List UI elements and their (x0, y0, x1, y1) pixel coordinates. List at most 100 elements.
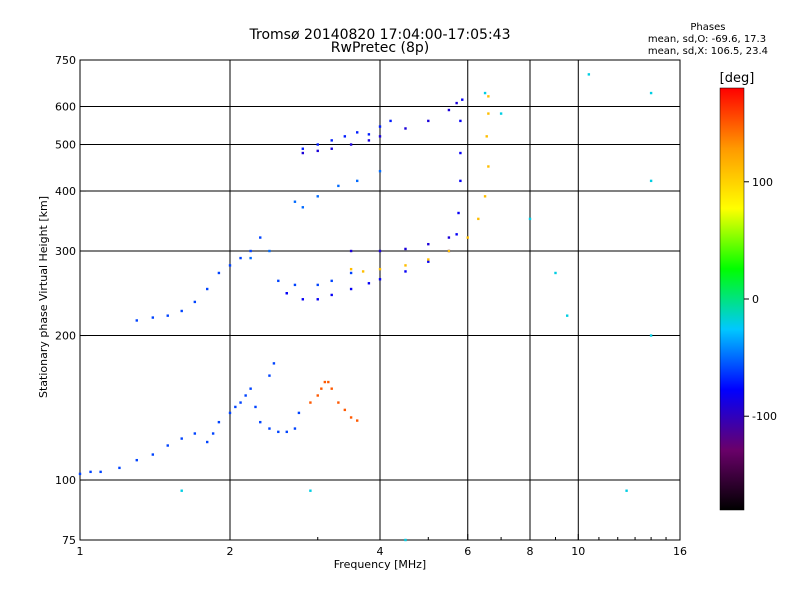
data-point (99, 470, 102, 474)
series-6 (301, 101, 458, 155)
colorbar-tick-label: -100 (752, 410, 777, 423)
data-point (625, 489, 628, 492)
data-point (316, 298, 319, 301)
data-point (166, 444, 169, 447)
data-point (166, 314, 169, 317)
data-point (239, 401, 242, 404)
data-point (301, 206, 305, 209)
axes: 1 2 4 6 8 10 16 75 100 200 300 400 500 600 750 (55, 54, 687, 558)
data-point (447, 236, 451, 239)
data-point (649, 334, 653, 337)
data-point (180, 309, 183, 313)
data-point (554, 271, 557, 275)
data-point (367, 133, 371, 136)
data-point (268, 374, 271, 377)
y-tick-label: 500 (55, 139, 76, 152)
data-point (316, 149, 319, 153)
data-point (244, 394, 247, 397)
colorbar-tick-label: 100 (752, 176, 773, 189)
data-point (205, 440, 209, 444)
phase-header: Phases (690, 22, 726, 33)
phase-stats: Phases mean, sd,O: -69.6, 17.3 mean, sd,… (648, 22, 768, 58)
data-point (355, 131, 359, 134)
x-tick-label: 6 (464, 545, 471, 558)
data-point (343, 135, 347, 138)
data-point (565, 314, 569, 317)
data-point (330, 139, 333, 142)
data-point (330, 147, 333, 150)
data-point (330, 279, 333, 283)
data-point (355, 419, 359, 422)
data-point (259, 236, 262, 239)
data-point (427, 260, 430, 263)
data-point (404, 270, 407, 273)
data-point (193, 300, 197, 304)
data-point (337, 401, 340, 404)
data-point (180, 437, 183, 440)
data-point (404, 264, 407, 267)
x-tick-label: 16 (673, 545, 687, 558)
series-5 (349, 95, 490, 273)
data-point (78, 472, 82, 476)
data-point (447, 108, 451, 112)
data-point (404, 538, 407, 542)
data-point (499, 112, 503, 115)
data-point (249, 249, 252, 253)
data-point (301, 298, 305, 301)
data-point (477, 217, 480, 221)
colorbar-gradient (719, 87, 745, 511)
data-point (389, 119, 392, 123)
data-point (349, 271, 353, 275)
x-tick-label: 1 (77, 545, 84, 558)
data-point (259, 420, 262, 424)
data-point (180, 489, 183, 492)
x-tick-label: 4 (377, 545, 384, 558)
data-point (355, 179, 359, 183)
grid-lines (80, 60, 680, 540)
data-point (268, 249, 271, 253)
data-point (457, 211, 460, 215)
data-point (309, 401, 312, 404)
data-point (301, 147, 305, 150)
data-point (272, 362, 276, 365)
data-point (228, 264, 232, 267)
data-point (427, 258, 430, 261)
series-8 (249, 169, 382, 260)
data-point (378, 125, 382, 128)
y-tick-label: 600 (55, 101, 76, 114)
data-point (316, 394, 319, 397)
y-tick-label: 750 (55, 54, 76, 67)
data-point (301, 151, 305, 155)
y-axis-label: Stationary phase Virtual Height [km] (37, 196, 50, 398)
data-point (447, 249, 451, 253)
data-point (293, 200, 297, 203)
data-point (378, 249, 382, 253)
data-point (455, 101, 458, 105)
data-point (228, 411, 232, 415)
chart-title: Tromsø 20140820 17:04:00-17:05:43 (249, 27, 511, 43)
data-point (135, 319, 138, 322)
data-point (239, 256, 242, 260)
data-point (249, 387, 252, 390)
data-point (459, 119, 462, 123)
data-point (217, 420, 221, 424)
data-point (285, 292, 288, 295)
data-points (78, 73, 653, 542)
data-point (293, 283, 297, 287)
data-point (268, 427, 271, 430)
data-point (367, 139, 371, 142)
data-point (349, 416, 353, 419)
data-point (316, 283, 319, 287)
data-point (193, 432, 197, 435)
data-point (459, 179, 462, 183)
data-point (349, 267, 353, 271)
data-point (378, 278, 382, 281)
colorbar-tick-label: 0 (752, 293, 759, 306)
data-point (234, 405, 237, 409)
data-point (455, 233, 458, 236)
data-point (649, 179, 653, 183)
data-point (337, 184, 340, 188)
data-point (118, 466, 121, 470)
data-point (343, 408, 347, 412)
y-tick-label: 200 (55, 330, 76, 343)
